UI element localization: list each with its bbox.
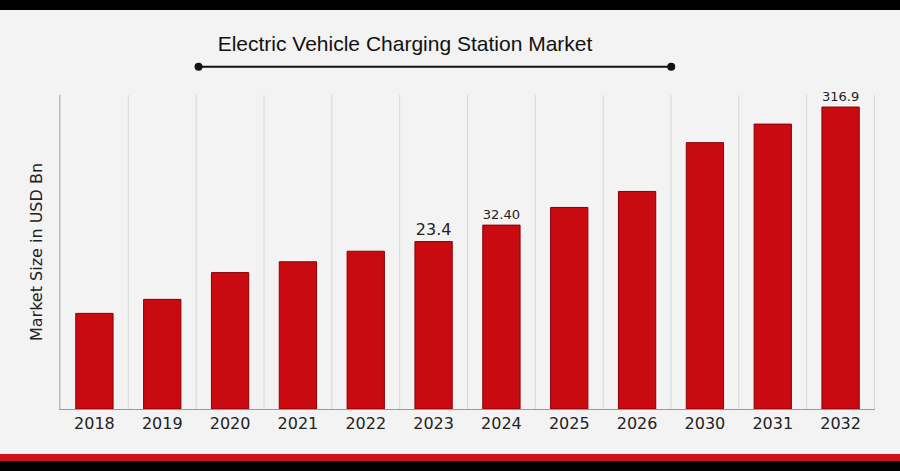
svg-text:Market Size in USD Bn: Market Size in USD Bn (27, 163, 46, 341)
svg-text:316.9: 316.9 (822, 89, 859, 104)
svg-text:2032: 2032 (820, 414, 861, 433)
svg-text:2025: 2025 (549, 414, 590, 433)
svg-text:23.4: 23.4 (416, 220, 452, 239)
svg-text:2021: 2021 (278, 414, 319, 433)
svg-text:2022: 2022 (345, 414, 386, 433)
svg-text:32.40: 32.40 (483, 207, 520, 222)
svg-text:2031: 2031 (752, 414, 793, 433)
svg-text:2020: 2020 (210, 414, 251, 433)
svg-text:2019: 2019 (142, 414, 183, 433)
svg-text:2023: 2023 (413, 414, 454, 433)
svg-text:2026: 2026 (617, 414, 658, 433)
svg-text:Electric Vehicle Charging Stat: Electric Vehicle Charging Station Market (218, 32, 593, 55)
svg-text:2018: 2018 (74, 414, 115, 433)
svg-text:2024: 2024 (481, 414, 522, 433)
svg-text:2030: 2030 (685, 414, 726, 433)
